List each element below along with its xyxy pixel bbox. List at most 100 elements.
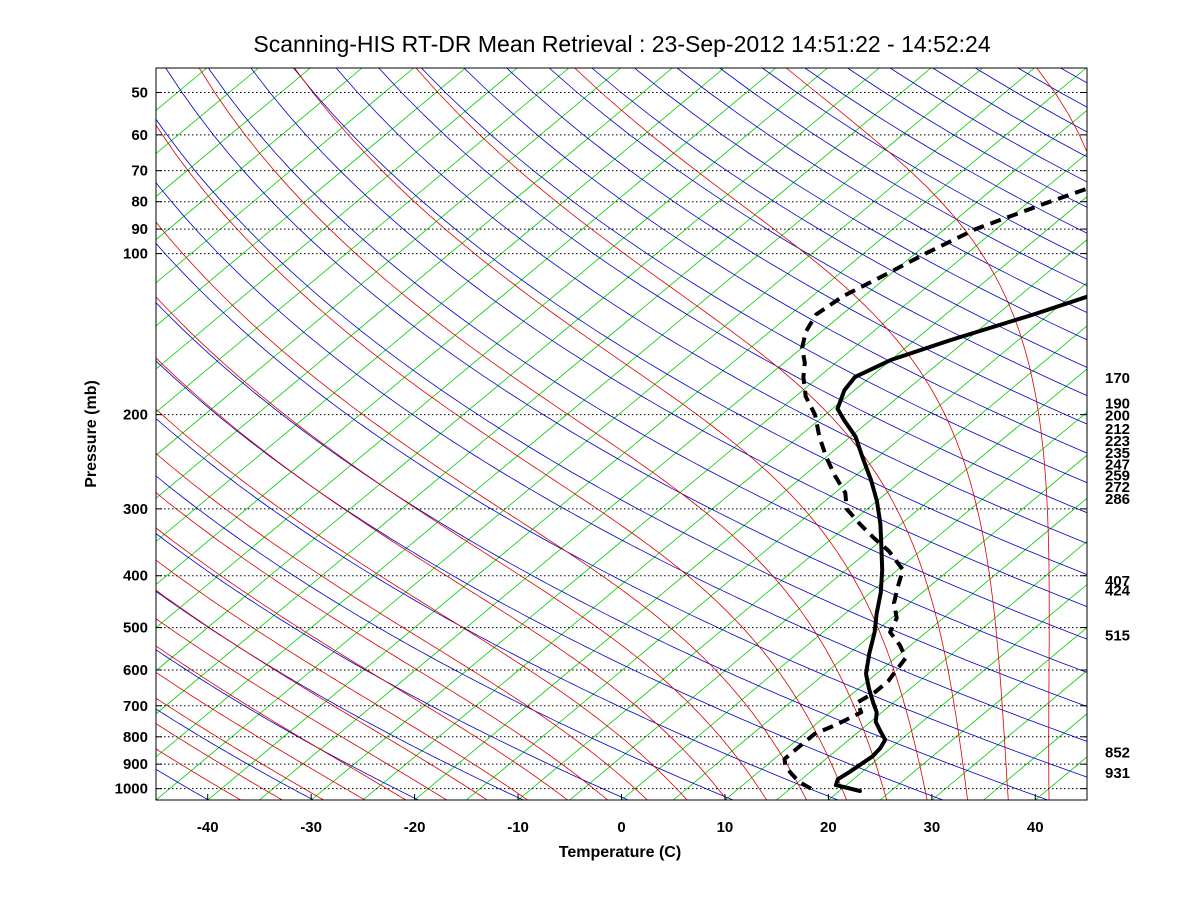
dry-adiabat-line (156, 649, 419, 800)
dry-adiabat-line (156, 118, 1087, 707)
moist-adiabat-line (156, 618, 447, 800)
y-tick-label: 500 (123, 620, 148, 637)
x-axis-ticks: -40 -30 -20 -10 0 10 20 30 40 (197, 794, 1044, 836)
isotherm-line (156, 68, 570, 413)
right-level-label: 170 (1105, 370, 1130, 387)
y-tick-label: 200 (123, 407, 148, 424)
right-level-label: 200 (1105, 408, 1130, 425)
isotherm-line (362, 196, 1087, 800)
moist-adiabat-line (294, 68, 928, 800)
dry-adiabat-line (335, 68, 1087, 544)
isotherm-line (569, 368, 1087, 800)
moist-adiabat-line (415, 68, 968, 800)
y-tick-label: 70 (131, 163, 148, 180)
moist-adiabat-line (156, 748, 241, 800)
dry-adiabat-line (250, 68, 1087, 607)
right-level-label: 190 (1105, 396, 1130, 413)
y-tick-label: 80 (131, 194, 148, 211)
isotherm-line (156, 68, 673, 499)
moist-adiabat-line (156, 296, 768, 800)
right-level-label: 247 (1105, 457, 1130, 474)
moist-adiabat-line (156, 645, 407, 800)
isotherm-line (156, 68, 828, 629)
moist-adiabat-line (156, 408, 688, 800)
moist-adiabat-line (156, 723, 283, 800)
y-tick-label: 400 (123, 568, 148, 585)
x-tick-label: -30 (300, 819, 322, 836)
x-tick-label: -40 (197, 819, 219, 836)
dry-adiabat-line (156, 242, 1087, 778)
dry-adiabat-line (156, 360, 944, 800)
moist-adiabat-line (156, 357, 728, 800)
moist-adiabat-line (156, 671, 366, 800)
right-level-label: 223 (1105, 433, 1130, 450)
dry-adiabat-line (156, 708, 314, 800)
dry-adiabat-line (421, 68, 1087, 484)
y-tick-label: 90 (131, 221, 148, 238)
dry-adiabat-line (463, 68, 1087, 454)
moist-adiabat-line (156, 124, 847, 800)
isotherm-line (156, 68, 518, 370)
y-tick-label: 300 (123, 501, 148, 518)
isotherm-line (156, 68, 880, 672)
isotherm-line (672, 454, 1087, 800)
y-axis-ticks: 50 60 70 80 90 100 200 300 400 500 600 700 800 900 100… (115, 84, 1087, 798)
y-tick-label: 700 (123, 698, 148, 715)
right-level-label: 259 (1105, 468, 1130, 485)
isotherm-line (156, 68, 621, 456)
x-tick-label: 40 (1027, 819, 1044, 836)
x-axis-label: Temperature (C) (559, 844, 681, 861)
isotherm-line (156, 68, 466, 327)
isotherm-line (466, 282, 1087, 800)
isotherm-line (776, 540, 1087, 800)
moist-adiabat-line (198, 68, 888, 800)
moist-adiabat-line (786, 68, 1050, 800)
right-level-label: 235 (1105, 445, 1130, 462)
isotherm-line (517, 325, 1087, 800)
x-tick-label: 10 (717, 819, 734, 836)
right-level-label: 852 (1105, 744, 1130, 761)
isobar-gridlines (156, 91, 1087, 790)
y-tick-label: 60 (131, 127, 148, 144)
y-tick-label: 1000 (115, 781, 148, 798)
profile-series (782, 186, 1087, 793)
isotherm-line (724, 497, 1087, 800)
moist-adiabat-line (156, 453, 648, 800)
isotherm-line (156, 68, 311, 198)
isotherm-line (156, 68, 1035, 800)
background-lines (156, 68, 1087, 800)
dewpoint-profile-line (782, 186, 1087, 791)
isotherm-line (828, 583, 1087, 800)
right-level-label: 272 (1105, 479, 1130, 496)
right-level-label: 212 (1105, 421, 1130, 438)
x-tick-label: -10 (507, 819, 529, 836)
y-tick-label: 900 (123, 756, 148, 773)
y-tick-label: 800 (123, 729, 148, 746)
moist-adiabat-line (574, 68, 1009, 800)
moist-adiabat-line (156, 559, 528, 800)
isotherm-line (156, 68, 363, 241)
x-tick-label: 30 (923, 819, 940, 836)
chart-title: Scanning-HIS RT-DR Mean Retrieval : 23-S… (253, 31, 990, 57)
isotherm-line (310, 152, 1087, 800)
dry-adiabat-line (207, 68, 1087, 640)
moist-adiabat-line (156, 697, 324, 800)
moist-adiabat-line (156, 527, 568, 800)
isotherm-line (931, 670, 1087, 800)
moist-adiabat-line (156, 589, 488, 800)
isotherm-line (621, 411, 1087, 800)
isotherm-line (156, 68, 725, 542)
temperature-profile-line (833, 294, 1087, 793)
y-tick-label: 50 (131, 84, 148, 101)
moist-adiabat-line (156, 492, 608, 800)
x-tick-label: -20 (404, 819, 426, 836)
right-level-label: 424 (1105, 582, 1131, 599)
right-level-label: 407 (1105, 573, 1130, 590)
isotherm-line (156, 68, 983, 758)
y-axis-label: Pressure (mb) (83, 380, 100, 488)
dry-adiabat-line (156, 475, 734, 800)
dry-adiabat-line (156, 181, 1087, 742)
